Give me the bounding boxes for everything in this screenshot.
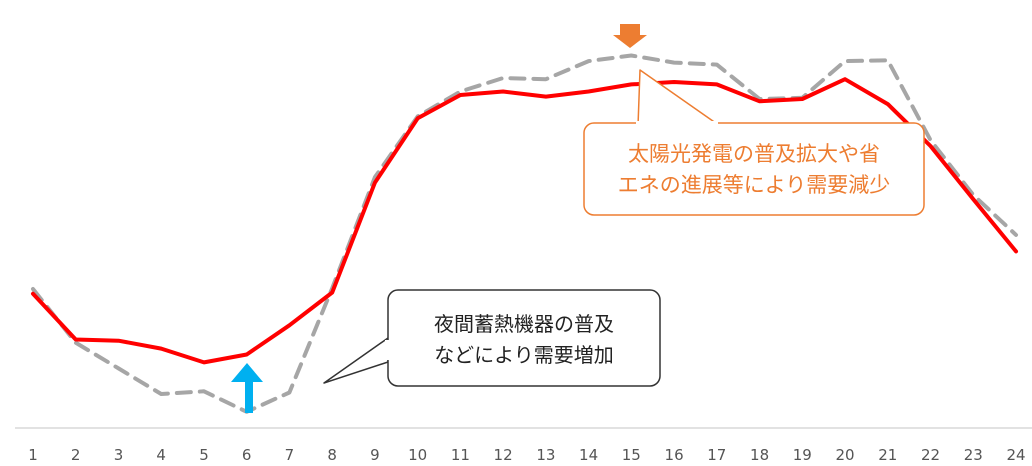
- series-layer: [31, 53, 1018, 414]
- night-storage-callout-box: [387, 289, 661, 387]
- x-tick-label: 20: [835, 446, 854, 464]
- solar-callout: 太陽光発電の普及拡大や省 エネの進展等により需要減少: [583, 69, 925, 216]
- night-storage-callout: 夜間蓄熱機器の普及 などにより需要増加: [323, 289, 661, 387]
- x-tick-label: 24: [1006, 446, 1025, 464]
- demand-increase-arrow-icon: [231, 363, 263, 413]
- demand-decrease-arrow-icon: [613, 24, 647, 48]
- x-tick-label: 19: [793, 446, 812, 464]
- night-storage-callout-pointer: [323, 337, 389, 384]
- x-tick-label: 23: [964, 446, 983, 464]
- x-tick-label: 12: [494, 446, 513, 464]
- x-tick-label: 13: [536, 446, 555, 464]
- solid-series-line: [31, 77, 1018, 365]
- x-tick-label: 3: [114, 446, 124, 464]
- x-tick-label: 8: [327, 446, 337, 464]
- x-tick-label: 14: [579, 446, 598, 464]
- night-storage-callout-line-1: 夜間蓄熱機器の普及: [434, 312, 614, 336]
- x-tick-label: 16: [665, 446, 684, 464]
- x-tick-labels: 1 2 3 4 5 6 7 8 9 10 11 12 13 14 15 16 17 18 19 20 21 22 23 24: [28, 446, 1025, 464]
- x-tick-label: 22: [921, 446, 940, 464]
- x-tick-label: 11: [451, 446, 470, 464]
- x-tick-label: 15: [622, 446, 641, 464]
- x-tick-label: 4: [156, 446, 166, 464]
- x-tick-label: 10: [408, 446, 427, 464]
- solar-callout-pointer: [637, 69, 721, 127]
- night-storage-callout-line-2: などにより需要増加: [434, 343, 614, 367]
- x-tick-label: 2: [71, 446, 81, 464]
- solar-callout-line-1: 太陽光発電の普及拡大や省: [628, 142, 880, 166]
- x-tick-label: 6: [242, 446, 252, 464]
- solar-callout-box: [583, 122, 925, 216]
- dashed-series-line: [31, 53, 1018, 414]
- x-tick-label: 7: [285, 446, 295, 464]
- solar-callout-line-2: エネの進展等により需要減少: [618, 173, 891, 197]
- x-tick-label: 5: [199, 446, 209, 464]
- x-tick-label: 17: [707, 446, 726, 464]
- x-tick-label: 21: [878, 446, 897, 464]
- x-tick-label: 18: [750, 446, 769, 464]
- x-tick-label: 9: [370, 446, 380, 464]
- x-tick-label: 1: [28, 446, 38, 464]
